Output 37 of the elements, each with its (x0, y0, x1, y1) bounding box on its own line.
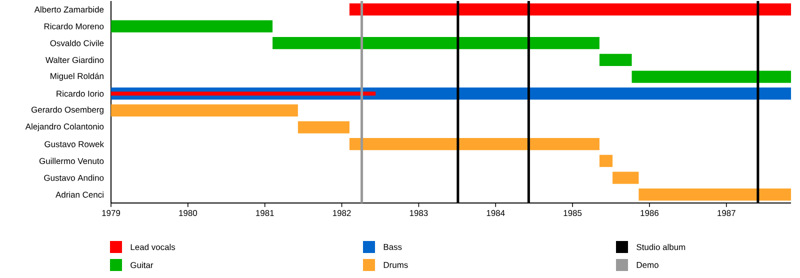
x-tick-label: 1985 (564, 210, 582, 216)
legend-label: Bass (384, 244, 402, 250)
bar (599, 154, 613, 167)
legend-label: Studio album (636, 244, 686, 250)
y-tick-label: Alberto Zamarbide (34, 6, 104, 13)
bar (298, 121, 350, 134)
bar (349, 138, 600, 150)
legend-label: Lead vocals (130, 244, 176, 250)
x-tick-label: 1982 (332, 210, 351, 216)
bar (638, 188, 792, 201)
x-tick-label: 1986 (640, 210, 659, 216)
x-tick-label: 1979 (102, 210, 120, 216)
y-tick-label: Alejandro Colantonio (25, 123, 104, 132)
y-tick-label: Guillermo Venuto (39, 158, 104, 164)
y-tick-label: Gerardo Osemberg (31, 106, 104, 114)
bar (111, 20, 273, 32)
y-tick-label: Gustavo Andino (44, 174, 104, 181)
x-tick-label: 1981 (256, 210, 274, 216)
x-tick-label: 1987 (718, 210, 736, 216)
y-tick-label: Gustavo Rowek (44, 140, 104, 148)
y-tick-label: Osvaldo Civile (50, 40, 104, 46)
bar (632, 70, 792, 83)
bar (272, 37, 600, 50)
legend-label: Demo (636, 262, 658, 268)
y-tick-label: Ricardo Iorio (56, 90, 104, 97)
bar (599, 54, 632, 66)
bar (111, 104, 298, 116)
bar (612, 172, 639, 184)
y-tick-label: Adrian Cenci (56, 191, 104, 198)
legend-label: Guitar (130, 262, 154, 268)
legend-label: Drums (384, 262, 408, 268)
x-tick-label: 1980 (179, 210, 198, 216)
y-tick-label: Ricardo Moreno (44, 23, 104, 30)
y-tick-label: Walter Giardino (46, 56, 104, 64)
y-tick-label: Miguel Roldán (50, 72, 104, 81)
x-tick-label: 1983 (410, 210, 428, 216)
x-tick-label: 1984 (486, 210, 505, 216)
